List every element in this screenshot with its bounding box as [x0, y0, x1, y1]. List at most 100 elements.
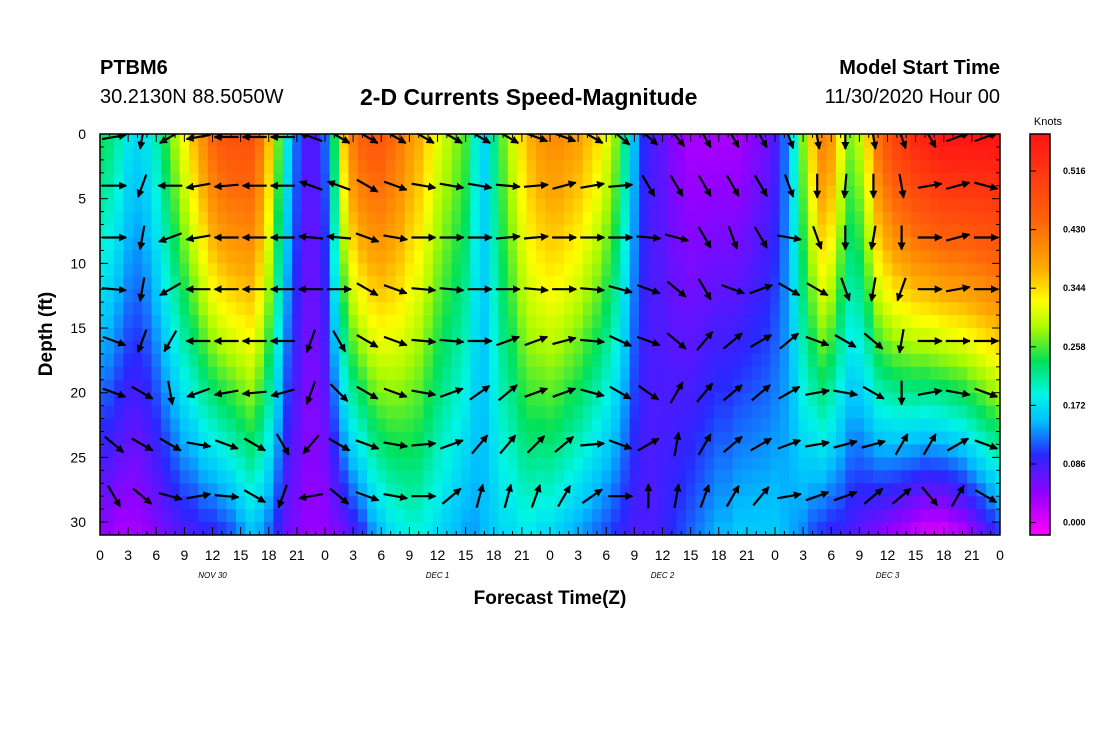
heatmap-cell [639, 289, 650, 303]
heatmap-cell [957, 353, 968, 368]
heatmap-cell [573, 302, 584, 316]
heatmap-cell [198, 418, 209, 433]
heatmap-cell [104, 457, 115, 471]
current-vector-arrow [356, 282, 379, 297]
heatmap-cell [835, 328, 846, 342]
heatmap-cell [920, 146, 931, 161]
heatmap-cell [301, 379, 312, 394]
heatmap-cell [995, 237, 1000, 252]
heatmap-cell [442, 509, 453, 523]
heatmap-cell [610, 405, 621, 420]
heatmap-cell [929, 172, 940, 187]
heatmap-cell [732, 276, 743, 290]
heatmap-cell [929, 509, 940, 523]
heatmap-cell [104, 146, 115, 161]
colorbar-tick-label: 0.516 [1063, 166, 1086, 176]
heatmap-cell [100, 522, 106, 535]
heatmap-cell [526, 159, 537, 174]
heatmap-cell [385, 496, 396, 510]
current-vector-arrow [749, 334, 773, 348]
heatmap-cell [348, 315, 359, 329]
heatmap-cell [226, 340, 237, 355]
x-tick-label: 3 [349, 547, 357, 563]
heatmap-cell [142, 237, 153, 252]
heatmap-cell [264, 211, 275, 226]
heatmap-cell [620, 198, 631, 213]
heatmap-cell [414, 496, 425, 510]
heatmap-cell [170, 444, 181, 458]
heatmap-cell [845, 522, 856, 535]
heatmap-cell [882, 366, 893, 381]
heatmap-cell [526, 198, 537, 213]
current-vector-arrow [411, 389, 437, 398]
heatmap-cell [723, 146, 734, 161]
heatmap-cell [779, 185, 790, 200]
heatmap-cell [470, 340, 481, 355]
heatmap-cell [414, 224, 425, 239]
heatmap-cell [695, 159, 706, 174]
heatmap-cell [123, 146, 134, 161]
heatmap-cell [770, 470, 781, 484]
heatmap-cell [723, 263, 734, 277]
heatmap-cell [939, 146, 950, 161]
heatmap-cell [835, 237, 846, 252]
heatmap-cell [245, 483, 256, 497]
heatmap-cell [667, 263, 678, 277]
heatmap-cell [976, 224, 987, 239]
heatmap-cell [620, 289, 631, 303]
heatmap-cell [742, 198, 753, 213]
heatmap-cell [179, 457, 190, 471]
heatmap-cell [460, 172, 471, 187]
heatmap-cell [798, 159, 809, 174]
heatmap-cell [967, 509, 978, 523]
heatmap-cell [610, 353, 621, 368]
heatmap-cell [601, 328, 612, 342]
heatmap-cell [854, 340, 865, 355]
heatmap-cell [639, 379, 650, 394]
heatmap-cell [414, 328, 425, 342]
heatmap-cell [367, 496, 378, 510]
heatmap-cell [507, 522, 518, 535]
heatmap-cell [882, 211, 893, 226]
x-tick-label: 6 [152, 547, 160, 563]
heatmap-cell [873, 315, 884, 329]
heatmap-cell [920, 134, 931, 148]
heatmap-cell [226, 418, 237, 433]
current-vector-arrow [356, 385, 379, 400]
heatmap-cell [789, 496, 800, 510]
heatmap-cell [114, 457, 125, 471]
heatmap-cell [100, 496, 106, 510]
heatmap-cell [714, 496, 725, 510]
heatmap-cell [282, 276, 293, 290]
heatmap-cell [170, 237, 181, 252]
heatmap-cell [929, 470, 940, 484]
heatmap-cell [967, 224, 978, 239]
heatmap-cell [873, 470, 884, 484]
heatmap-cell [517, 483, 528, 497]
heatmap-cell [151, 457, 162, 471]
heatmap-cell [920, 366, 931, 381]
heatmap-cell [132, 172, 143, 187]
heatmap-cell [132, 250, 143, 264]
current-vector-arrow [749, 437, 773, 452]
current-vector-arrow [666, 280, 687, 298]
heatmap-cell [554, 302, 565, 316]
heatmap-cell [779, 379, 790, 394]
heatmap-cell [751, 392, 762, 407]
heatmap-cell [114, 211, 125, 226]
heatmap-cell [939, 496, 950, 510]
heatmap-cell [235, 483, 246, 497]
heatmap-cell [226, 509, 237, 523]
current-vector-arrow [441, 487, 462, 505]
heatmap-cell [226, 405, 237, 420]
heatmap-cell [385, 509, 396, 523]
heatmap-cell [235, 302, 246, 316]
heatmap-cell [198, 483, 209, 497]
heatmap-cell [573, 496, 584, 510]
heatmap-cell [226, 444, 237, 458]
heatmap-cell [376, 237, 387, 252]
heatmap-cell [535, 340, 546, 355]
heatmap-cell [554, 185, 565, 200]
heatmap-cell [385, 328, 396, 342]
heatmap-cell [132, 522, 143, 535]
